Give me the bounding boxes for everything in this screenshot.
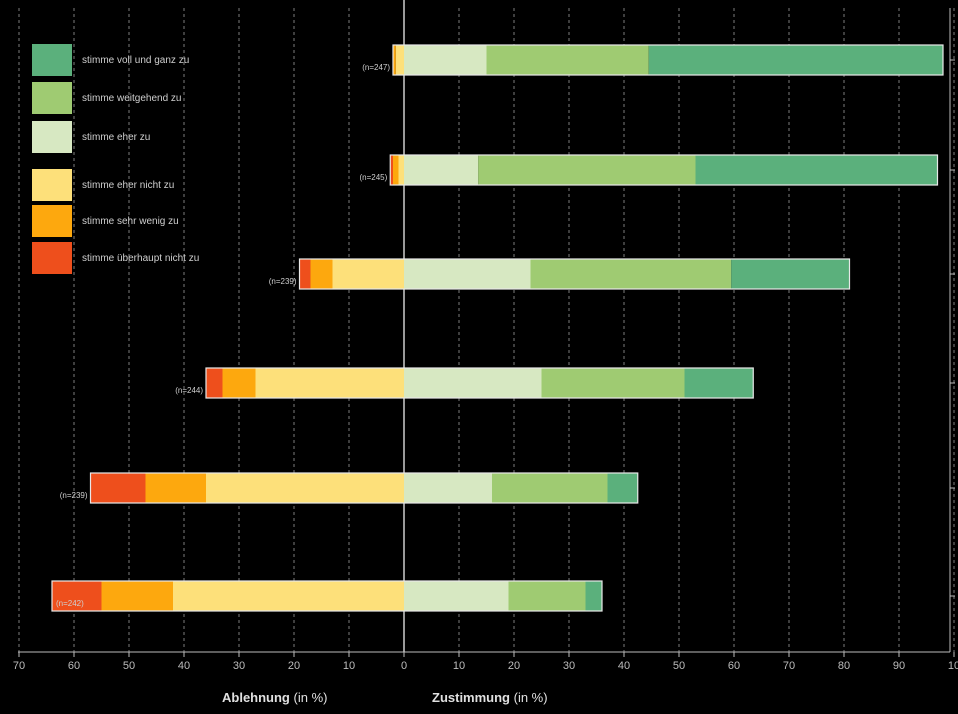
bar-segment [390, 155, 393, 185]
x-tick-label: 50 [123, 660, 135, 672]
x-tick-label: 30 [233, 660, 245, 672]
x-tick-label: 10 [948, 660, 958, 672]
bar-segment [393, 45, 396, 75]
bar-outline [389, 154, 939, 186]
legend-swatch [32, 205, 72, 237]
sample-size-label: (n=247) [362, 63, 390, 72]
legend-label: stimme voll und ganz zu [82, 55, 189, 66]
legend-label: stimme sehr wenig zu [82, 216, 179, 227]
bar-segment [90, 473, 146, 503]
x-tick-label: 10 [453, 660, 465, 672]
bar-segment [486, 45, 649, 75]
bar-segment [404, 155, 479, 185]
bar-segment [145, 473, 206, 503]
bar-segment [585, 581, 602, 611]
bar-segment [255, 368, 404, 398]
legend-swatch [32, 121, 72, 153]
bar-segment [332, 259, 404, 289]
x-axis-title-right-text: Zustimmung [432, 690, 510, 705]
bar-segment [404, 473, 492, 503]
x-tick-label: 40 [178, 660, 190, 672]
legend: stimme voll und ganz zu stimme weitgehend… [32, 44, 199, 274]
bar-segment [492, 473, 608, 503]
sample-size-label: (n=239) [269, 277, 297, 286]
bar-segment [404, 581, 509, 611]
bar-segment [404, 259, 531, 289]
bar-segment [648, 45, 943, 75]
bar-outline [89, 472, 639, 504]
bar-segment [101, 581, 173, 611]
legend-label: stimme eher zu [82, 132, 150, 143]
bar-segment [173, 581, 404, 611]
bar-segment [731, 259, 850, 289]
x-tick-label: 30 [563, 660, 575, 672]
x-axis: 70 60 50 40 30 20 10 0 10 20 30 40 50 60 70 80 90 10 [13, 8, 958, 672]
sample-size-label: (n=245) [359, 173, 387, 182]
bar-segment [395, 45, 404, 75]
x-tick-label: 10 [343, 660, 355, 672]
gridlines [18, 0, 955, 652]
x-tick-label: 90 [893, 660, 905, 672]
bar-segment [222, 368, 256, 398]
bar-outline [298, 258, 851, 290]
legend-swatch [32, 169, 72, 201]
x-tick-label: 60 [68, 660, 80, 672]
x-tick-label: 60 [728, 660, 740, 672]
legend-swatch [32, 242, 72, 274]
x-tick-label: 80 [838, 660, 850, 672]
x-axis-title-left: Ablehnung (in %) [222, 690, 327, 705]
bar-segment [508, 581, 586, 611]
bar-segment [404, 45, 487, 75]
bar-segment [206, 473, 404, 503]
bar-segment [393, 155, 399, 185]
bar-segment [478, 155, 696, 185]
bar-segment [695, 155, 938, 185]
x-tick-label: 50 [673, 660, 685, 672]
x-tick-label: 70 [783, 660, 795, 672]
bar-segment [310, 259, 333, 289]
bar-segment [607, 473, 638, 503]
x-axis-title-left-unit: (in %) [293, 690, 328, 705]
bar-segment [206, 368, 223, 398]
bar-segment [541, 368, 685, 398]
bar-segment [398, 155, 404, 185]
bar-segment [530, 259, 732, 289]
x-tick-label: 20 [288, 660, 300, 672]
x-axis-title-right-unit: (in %) [513, 690, 548, 705]
bar-segment [52, 581, 102, 611]
bar-outline [51, 580, 603, 612]
legend-swatch [32, 44, 72, 76]
x-axis-title-right: Zustimmung (in %) [432, 690, 548, 705]
sample-size-label: (n=242) [56, 599, 84, 608]
legend-label: stimme eher nicht zu [82, 180, 174, 191]
legend-label: stimme überhaupt nicht zu [82, 253, 199, 264]
x-tick-label: 70 [13, 660, 25, 672]
bar-outline [392, 44, 944, 76]
legend-swatch [32, 82, 72, 114]
bar-segment [684, 368, 754, 398]
sample-size-label: (n=244) [175, 386, 203, 395]
x-tick-label: 20 [508, 660, 520, 672]
bars: (n=247) (n=245) (n=239) (n=244) (n=239) (n=24… [51, 44, 944, 612]
x-tick-label: 40 [618, 660, 630, 672]
sample-size-label: (n=239) [60, 491, 88, 500]
x-tick-label: 0 [401, 660, 407, 672]
x-axis-title-left-text: Ablehnung [222, 690, 290, 705]
bar-segment [404, 368, 542, 398]
legend-label: stimme weitgehend zu [82, 93, 182, 104]
bar-outline [205, 367, 754, 399]
bar-segment [299, 259, 311, 289]
